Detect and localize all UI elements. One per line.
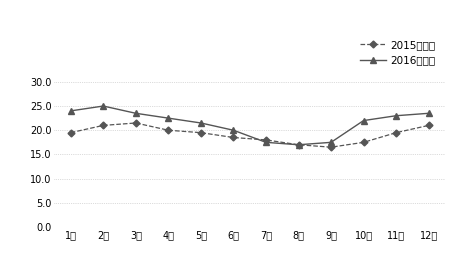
2016年单产	[68, 109, 74, 112]
2016年单产	[328, 141, 334, 144]
2015年单产	[263, 138, 269, 142]
2015年单产	[68, 131, 74, 134]
2016年单产	[296, 143, 301, 146]
2015年单产	[166, 129, 171, 132]
2015年单产	[231, 136, 236, 139]
2016年单产	[426, 112, 431, 115]
2015年单产	[133, 121, 138, 125]
2016年单产	[263, 141, 269, 144]
2015年单产	[101, 124, 106, 127]
2016年单产	[231, 129, 236, 132]
2015年单产	[296, 143, 301, 146]
2015年单产	[198, 131, 203, 134]
2016年单产	[393, 114, 399, 117]
Line: 2016年单产: 2016年单产	[67, 103, 432, 148]
2016年单产	[166, 116, 171, 120]
2016年单产	[198, 121, 203, 125]
2016年单产	[133, 112, 138, 115]
Legend: 2015年单产, 2016年单产: 2015年单产, 2016年单产	[356, 36, 440, 69]
2015年单产	[328, 145, 334, 149]
2016年单产	[361, 119, 366, 122]
2015年单产	[361, 141, 366, 144]
2016年单产	[101, 105, 106, 108]
Line: 2015年单产: 2015年单产	[68, 121, 431, 150]
2015年单产	[426, 124, 431, 127]
2015年单产	[393, 131, 399, 134]
